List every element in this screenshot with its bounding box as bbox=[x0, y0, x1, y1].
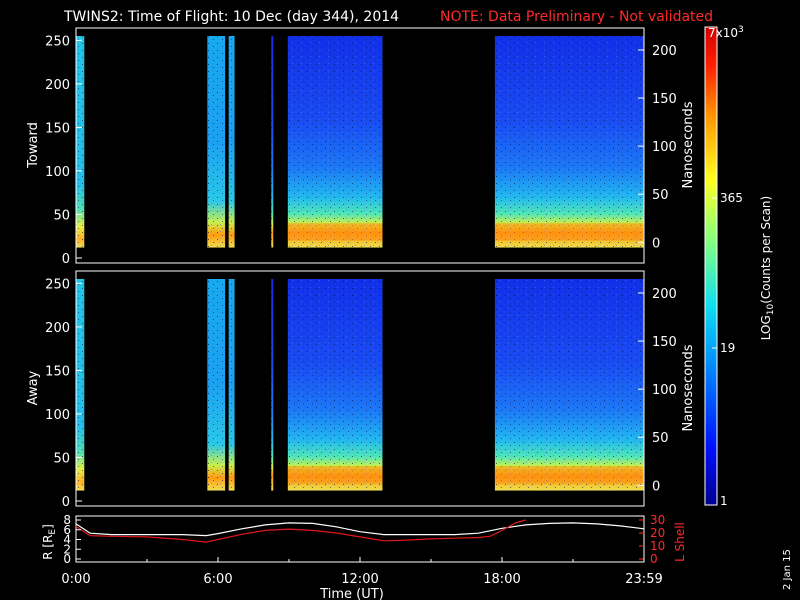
data-texture bbox=[207, 36, 226, 248]
x-tick-label: 0:00 bbox=[61, 572, 90, 587]
colorbar bbox=[704, 26, 718, 506]
r-tick-label: 4 bbox=[63, 533, 71, 547]
data-texture bbox=[207, 279, 226, 491]
colorbar-tick-1: 1 bbox=[720, 494, 728, 508]
away-panel: 0 50 100 150 200 250 0 50 100 150 200 bbox=[45, 270, 677, 510]
data-texture bbox=[494, 36, 644, 248]
x-tick-label: 18:00 bbox=[483, 572, 520, 587]
away-ns-label: Nanoseconds bbox=[681, 344, 696, 431]
toward-panel: 0 50 100 150 200 250 0 50 100 150 200 bbox=[45, 27, 677, 267]
away-label: Away bbox=[26, 370, 41, 405]
right-tick-label: 0 bbox=[652, 479, 660, 494]
y-tick-label: 100 bbox=[45, 165, 70, 180]
data-texture bbox=[271, 279, 274, 491]
x-axis-label: Time (UT) bbox=[319, 587, 384, 600]
lshell-axis-label: L Shell bbox=[673, 522, 687, 562]
y-tick-label: 100 bbox=[45, 408, 70, 423]
lshell-tick-label: 20 bbox=[650, 526, 665, 540]
y-tick-label: 0 bbox=[62, 252, 70, 267]
y-tick-label: 250 bbox=[45, 277, 70, 292]
x-tick-label: 23:59 bbox=[625, 572, 662, 587]
y-tick-label: 200 bbox=[45, 321, 70, 336]
colorbar-tick-365: 365 bbox=[720, 191, 743, 205]
lshell-tick-label: 10 bbox=[650, 539, 665, 553]
data-texture bbox=[287, 279, 383, 491]
preliminary-note: NOTE: Data Preliminary - Not validated bbox=[440, 9, 713, 25]
chart-title: TWINS2: Time of Flight: 10 Dec (day 344)… bbox=[63, 9, 399, 25]
right-tick-label: 100 bbox=[652, 383, 677, 398]
y-tick-label: 50 bbox=[53, 451, 70, 466]
plot-frame bbox=[75, 270, 645, 507]
right-tick-label: 100 bbox=[652, 140, 677, 155]
data-texture bbox=[228, 279, 235, 491]
toward-ns-label: Nanoseconds bbox=[681, 101, 696, 188]
right-tick-label: 200 bbox=[652, 44, 677, 59]
y-tick-label: 150 bbox=[45, 364, 70, 379]
lshell-series-line bbox=[75, 519, 526, 543]
data-texture bbox=[228, 36, 235, 248]
peak-band bbox=[287, 466, 383, 484]
plot-frame bbox=[75, 27, 645, 264]
lshell-tick-label: 0 bbox=[650, 552, 658, 566]
y-tick-label: 50 bbox=[53, 208, 70, 223]
y-tick-label: 250 bbox=[45, 34, 70, 49]
r-tick-label: 8 bbox=[63, 513, 71, 527]
r-tick-label: 6 bbox=[63, 523, 71, 537]
peak-band bbox=[494, 223, 644, 241]
data-texture bbox=[494, 279, 644, 491]
creation-date-stamp: 2 Jan 15 bbox=[782, 549, 793, 590]
peak-band bbox=[287, 223, 383, 241]
r-axis-label: R [RE] bbox=[41, 524, 58, 560]
data-texture bbox=[287, 36, 383, 248]
y-tick-label: 0 bbox=[62, 495, 70, 510]
data-texture bbox=[76, 279, 85, 491]
peak-band bbox=[494, 466, 644, 484]
right-tick-label: 200 bbox=[652, 287, 677, 302]
lshell-tick-label: 30 bbox=[650, 513, 665, 527]
right-tick-label: 50 bbox=[652, 431, 669, 446]
r-tick-label: 2 bbox=[63, 542, 71, 556]
r-tick-label: 0 bbox=[63, 552, 71, 566]
y-tick-label: 150 bbox=[45, 121, 70, 136]
r-series-line bbox=[75, 522, 645, 537]
x-tick-label: 6:00 bbox=[203, 572, 232, 587]
colorbar-top-label: 7x103 bbox=[708, 25, 744, 40]
toward-label: Toward bbox=[26, 122, 41, 169]
colorbar-tick-19: 19 bbox=[720, 341, 735, 355]
data-texture bbox=[271, 36, 274, 248]
data-texture bbox=[76, 36, 85, 248]
y-tick-label: 200 bbox=[45, 78, 70, 93]
right-tick-label: 150 bbox=[652, 335, 677, 350]
right-tick-label: 0 bbox=[652, 236, 660, 251]
x-tick-label: 12:00 bbox=[341, 572, 378, 587]
right-tick-label: 150 bbox=[652, 92, 677, 107]
right-tick-label: 50 bbox=[652, 188, 669, 203]
colorbar-label: LOG10(Counts per Scan) bbox=[759, 196, 776, 340]
